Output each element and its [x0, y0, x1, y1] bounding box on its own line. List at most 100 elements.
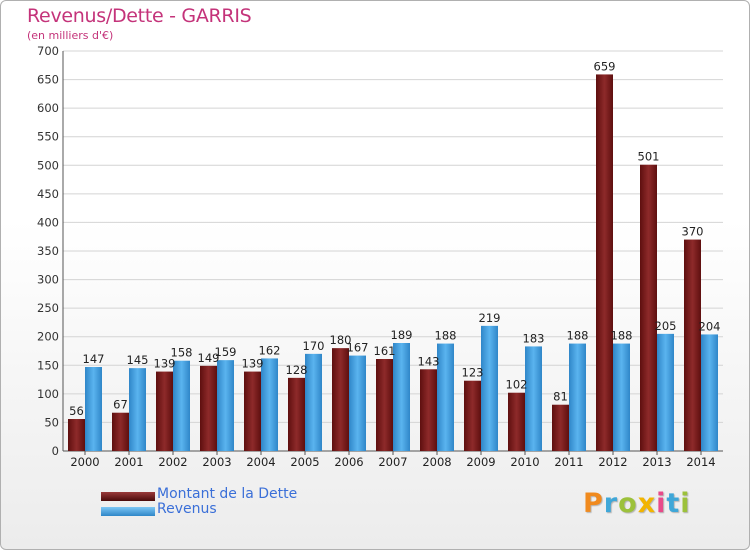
x-tick-label: 2008: [422, 455, 451, 469]
value-label-debt-2009: 123: [462, 366, 484, 380]
value-label-debt-2007: 161: [374, 344, 396, 358]
value-label-debt-2006: 180: [330, 333, 352, 347]
value-label-debt-2011: 81: [553, 390, 568, 404]
y-tick-label: 600: [37, 101, 59, 115]
legend-swatch-revenue: [101, 507, 155, 516]
value-label-revenue-2014: 204: [699, 319, 721, 333]
x-tick-label: 2010: [510, 455, 539, 469]
value-label-revenue-2013: 205: [655, 319, 677, 333]
bar-debt-2012: [596, 74, 613, 451]
legend-label-revenue: Revenus: [157, 501, 217, 517]
y-tick-label: 650: [37, 73, 59, 87]
y-tick-label: 700: [37, 44, 59, 58]
bar-revenue-2010: [525, 346, 542, 451]
value-label-revenue-2006: 167: [347, 341, 369, 355]
bar-debt-2008: [420, 369, 437, 451]
y-tick-label: 200: [37, 330, 59, 344]
bar-revenue-2000: [85, 367, 102, 451]
logo-letter: i: [656, 488, 667, 519]
bar-revenue-2001: [129, 368, 146, 451]
legend-swatch-debt: [101, 492, 155, 501]
bar-revenue-2003: [217, 360, 234, 451]
x-tick-label: 2004: [246, 455, 275, 469]
logo-letter: t: [666, 488, 681, 519]
y-tick-label: 150: [37, 358, 59, 372]
bars-layer: [68, 74, 718, 451]
bar-revenue-2013: [657, 333, 674, 451]
x-tick-label: 2000: [70, 455, 99, 469]
value-label-debt-2012: 659: [594, 59, 616, 73]
y-tick-label: 350: [37, 244, 59, 258]
x-tick-label: 2009: [466, 455, 495, 469]
value-label-debt-2004: 139: [242, 357, 264, 371]
value-label-revenue-2011: 188: [567, 329, 589, 343]
bar-debt-2000: [68, 419, 85, 451]
logo-letter: r: [603, 488, 619, 519]
bar-debt-2014: [684, 239, 701, 451]
x-tick-label: 2011: [554, 455, 583, 469]
chart-title: Revenus/Dette - GARRIS: [27, 5, 252, 27]
value-label-revenue-2008: 188: [435, 329, 457, 343]
y-tick-label: 250: [37, 301, 59, 315]
x-tick-label: 2007: [378, 455, 407, 469]
value-label-debt-2010: 102: [506, 378, 528, 392]
x-tick-label: 2006: [334, 455, 363, 469]
value-label-debt-2008: 143: [418, 354, 440, 368]
bar-debt-2013: [640, 164, 657, 451]
bar-revenue-2005: [305, 353, 322, 451]
y-tick-label: 50: [44, 415, 59, 429]
bar-revenue-2011: [569, 343, 586, 451]
value-label-revenue-2005: 170: [303, 339, 325, 353]
bar-debt-2005: [288, 377, 305, 451]
bar-revenue-2002: [173, 360, 190, 451]
y-tick-label: 300: [37, 273, 59, 287]
logo-letter: P: [583, 488, 604, 519]
value-label-revenue-2001: 145: [127, 353, 149, 367]
value-label-revenue-2012: 188: [611, 329, 633, 343]
y-tick-label: 0: [52, 444, 59, 458]
y-tick-label: 100: [37, 387, 59, 401]
bar-revenue-2012: [613, 343, 630, 451]
bar-debt-2002: [156, 371, 173, 451]
logo-letter: i: [680, 488, 691, 519]
bar-revenue-2004: [261, 358, 278, 451]
value-label-revenue-2009: 219: [479, 311, 501, 325]
bar-debt-2011: [552, 404, 569, 451]
y-tick-label: 500: [37, 158, 59, 172]
logo-letter: x: [637, 488, 657, 519]
chart-subtitle: (en milliers d'€): [27, 29, 114, 42]
bar-debt-2004: [244, 371, 261, 451]
x-tick-label: 2005: [290, 455, 319, 469]
bar-revenue-2007: [393, 343, 410, 451]
bar-revenue-2008: [437, 343, 454, 451]
value-label-debt-2005: 128: [286, 363, 308, 377]
y-tick-label: 450: [37, 187, 59, 201]
x-tick-label: 2014: [686, 455, 715, 469]
y-tick-label: 400: [37, 215, 59, 229]
value-label-revenue-2010: 183: [523, 331, 545, 345]
logo-letter: o: [618, 488, 638, 519]
axis-layer: 0 50 100 150 200 250 300 350 400 450 500 550 600 650 7…: [37, 44, 723, 469]
bar-revenue-2006: [349, 355, 366, 451]
value-label-revenue-2000: 147: [83, 352, 105, 366]
bar-revenue-2009: [481, 325, 498, 451]
bar-revenue-2014: [701, 334, 718, 451]
bar-debt-2001: [112, 412, 129, 451]
x-tick-label: 2003: [202, 455, 231, 469]
value-label-revenue-2007: 189: [391, 328, 413, 342]
value-label-debt-2000: 56: [69, 404, 84, 418]
value-label-revenue-2003: 159: [215, 345, 237, 359]
bar-debt-2006: [332, 348, 349, 451]
legend-label-debt: Montant de la Dette: [157, 486, 298, 502]
bar-debt-2003: [200, 365, 217, 451]
x-tick-label: 2001: [114, 455, 143, 469]
bar-debt-2009: [464, 380, 481, 451]
x-tick-label: 2012: [598, 455, 627, 469]
proxiti-logo: Proxiti: [583, 488, 691, 519]
y-tick-label: 550: [37, 130, 59, 144]
value-label-debt-2002: 139: [154, 357, 176, 371]
value-label-debt-2014: 370: [682, 225, 704, 239]
